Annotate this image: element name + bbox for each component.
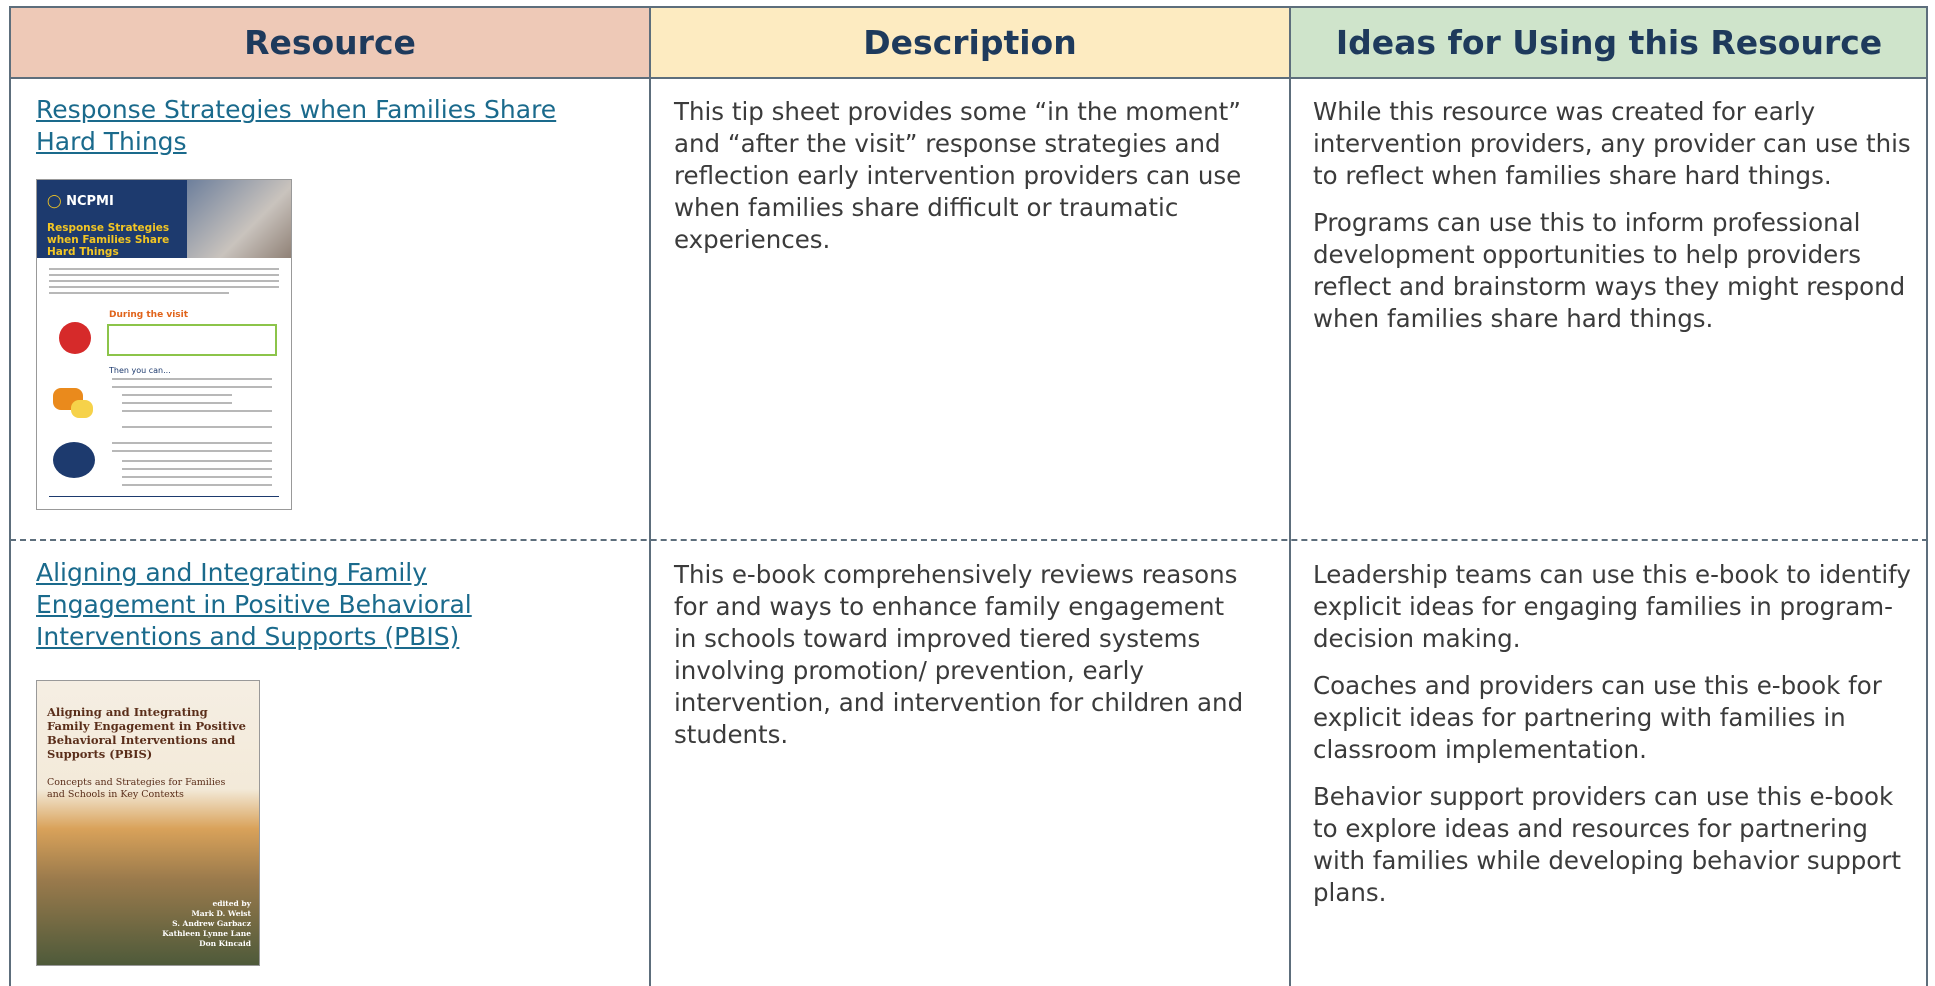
thumb-editor-label: edited by [212, 899, 251, 908]
thumb-logo-text: NCPMI [66, 194, 114, 209]
thumbnail: ◯ NCPMI Response Strategies when Familie… [36, 179, 292, 510]
thumb-editors: edited by Mark D. Weist S. Andrew Garbac… [162, 899, 251, 949]
resource-link-box: Aligning and Integrating Family Engageme… [36, 557, 516, 653]
thumb-title: Response Strategies when Families Share … [47, 222, 170, 258]
thumb-photo [187, 180, 291, 258]
thumb-title: Aligning and Integrating Family Engageme… [47, 705, 246, 761]
header-text: Description [863, 23, 1077, 62]
thumb-subsection: Then you can... [109, 366, 171, 375]
border [1289, 6, 1291, 986]
resource-link-box: Response Strategies when Families Share … [36, 94, 596, 158]
border [1926, 6, 1928, 986]
thumb-icon [71, 400, 93, 418]
border [649, 6, 651, 986]
resource-link[interactable]: Response Strategies when Families Share … [36, 95, 557, 156]
thumb-icon [53, 442, 95, 478]
thumb-box [107, 324, 277, 356]
description: This tip sheet provides some “in the mom… [674, 97, 1242, 254]
description-cell: This e-book comprehensively reviews reas… [674, 559, 1254, 751]
thumb-editor: Don Kincaid [199, 939, 251, 948]
header-cell: Description [650, 6, 1290, 79]
idea: Leadership teams can use this e-book to … [1313, 560, 1911, 653]
header-cell: Ideas for Using this Resource [1290, 6, 1928, 79]
thumb-section: During the visit [109, 310, 189, 320]
thumb-editor: Kathleen Lynne Lane [162, 929, 251, 938]
idea: Programs can use this to inform professi… [1313, 208, 1906, 333]
header-text: Resource [244, 23, 416, 62]
thumb-subtitle: Concepts and Strategies for Families and… [47, 777, 226, 800]
resource-link[interactable]: Aligning and Integrating Family Engageme… [36, 558, 472, 651]
header-text: Ideas for Using this Resource [1335, 23, 1883, 62]
row-divider [10, 539, 1928, 541]
thumb-logo: ◯ NCPMI [47, 194, 114, 209]
ideas-cell: While this resource was created for earl… [1313, 96, 1913, 350]
description-cell: This tip sheet provides some “in the mom… [674, 96, 1254, 256]
border [9, 6, 11, 986]
thumb-editor: Mark D. Weist [191, 909, 252, 918]
ideas-cell: Leadership teams can use this e-book to … [1313, 559, 1913, 924]
description: This e-book comprehensively reviews reas… [674, 560, 1244, 749]
header-cell: Resource [10, 6, 650, 79]
thumb-icon [59, 322, 91, 354]
idea: Coaches and providers can use this e-boo… [1313, 671, 1882, 764]
thumb-rule [49, 496, 279, 497]
thumbnail: Aligning and Integrating Family Engageme… [36, 680, 260, 966]
thumb-editor: S. Andrew Garbacz [172, 919, 251, 928]
idea: Behavior support providers can use this … [1313, 782, 1901, 907]
idea: While this resource was created for earl… [1313, 97, 1911, 190]
